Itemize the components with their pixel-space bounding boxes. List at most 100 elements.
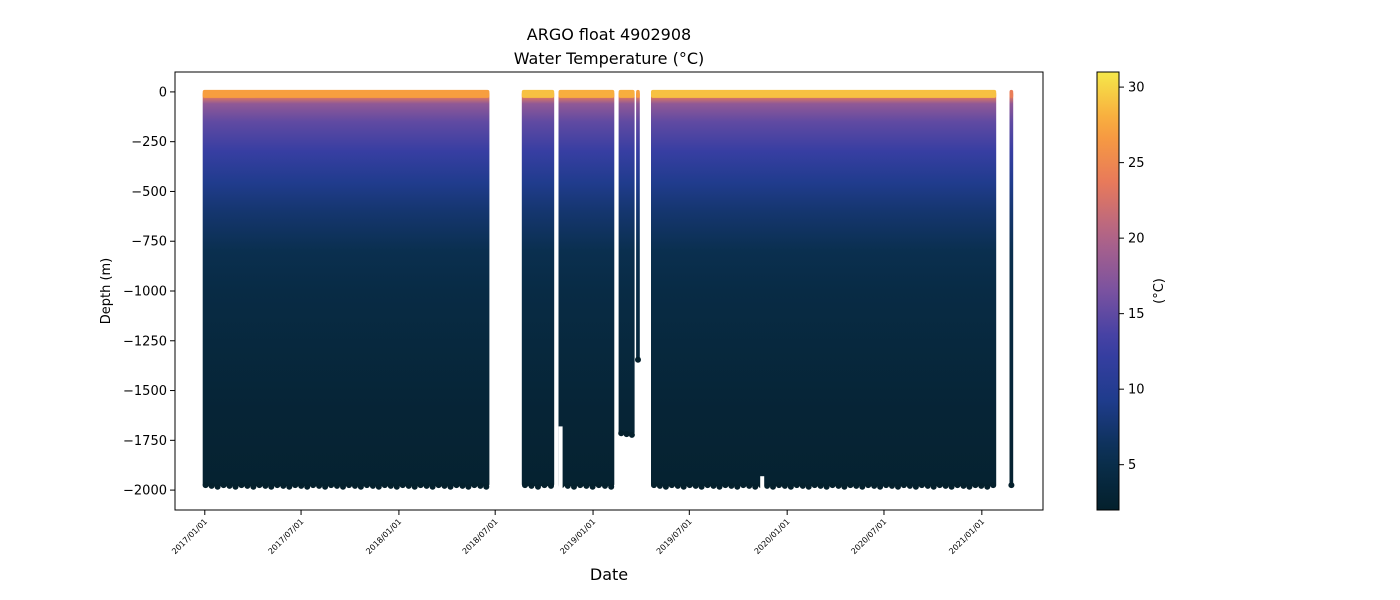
profile-bottom-point	[728, 482, 735, 489]
profile-bottom-point	[274, 482, 281, 489]
profile-bottom-point	[608, 483, 615, 490]
profile-bottom-point	[698, 483, 705, 490]
profile-bottom-point	[618, 430, 625, 437]
profile-bottom-point	[942, 482, 949, 489]
profile-bottom-point	[459, 482, 466, 489]
profile-bottom-point	[924, 482, 931, 489]
profile-bottom-point	[262, 482, 269, 489]
profile-bottom-point	[817, 482, 824, 489]
profile-bottom-point	[764, 482, 771, 489]
profile-bottom-point	[793, 482, 800, 489]
profile-bottom-point	[895, 483, 901, 490]
profile-bottom-point	[528, 482, 535, 489]
x-tick-label: 2018/01/01	[364, 517, 403, 556]
y-tick-label: −750	[131, 235, 167, 250]
profile-bottom-point	[954, 482, 961, 489]
profile-bottom-point	[776, 482, 782, 489]
data-gap	[641, 308, 645, 510]
y-tick-label: −1750	[123, 434, 167, 449]
y-tick-label: −1250	[123, 334, 167, 349]
y-tick-label: 0	[159, 85, 167, 100]
y-axis: 0 −250 −500 −750 −1000 −1250 −1500 −1750 −2000	[123, 85, 175, 499]
profile-bottom-point	[906, 482, 913, 489]
profile-segment	[521, 91, 555, 487]
profile-bottom-point	[393, 483, 400, 490]
profile-bottom-point	[662, 483, 669, 490]
y-axis-label: Depth (m)	[99, 258, 114, 325]
profile-bottom-point	[984, 483, 991, 490]
profile-bottom-point	[304, 483, 311, 490]
profile-bottom-point	[635, 356, 641, 363]
profile-bottom-point	[429, 483, 436, 490]
profile-bottom-point	[346, 482, 352, 489]
x-tick-label: 2020/01/01	[753, 517, 792, 556]
colorbar-tick-label: 30	[1128, 81, 1145, 96]
profile-bottom-point	[250, 483, 257, 490]
profile-bottom-point	[752, 483, 759, 490]
profile-bottom-point	[483, 483, 490, 490]
profile-bottom-point	[232, 483, 239, 490]
profile-bottom-point	[375, 483, 382, 490]
profile-bottom-point	[357, 483, 364, 490]
profile-bottom-point	[244, 482, 251, 489]
plot-area	[202, 89, 1015, 510]
data-gap	[760, 476, 765, 510]
colorbar-tick-label: 20	[1128, 232, 1145, 247]
profile-bottom-point	[387, 482, 394, 489]
y-tick-label: −1000	[123, 285, 167, 300]
profile-bottom-point	[716, 483, 723, 490]
data-gap	[558, 426, 563, 510]
profile-bottom-point	[441, 482, 448, 489]
y-tick-label: −500	[131, 185, 167, 200]
colorbar-label: (°C)	[1152, 278, 1167, 304]
y-tick-label: −1500	[123, 384, 167, 399]
profile-bottom-point	[704, 482, 711, 489]
surface-band	[618, 89, 635, 98]
colorbar-tick-label: 5	[1128, 458, 1136, 473]
profile-bottom-point	[918, 482, 925, 489]
profile-bottom-point	[930, 483, 937, 490]
profile-bottom-point	[835, 482, 842, 489]
profile-bottom-point	[226, 482, 233, 489]
profile-bottom-point	[268, 483, 275, 490]
profile-bottom-point	[352, 482, 358, 489]
profile-bottom-point	[710, 482, 717, 489]
profile-segment	[202, 91, 490, 487]
colorbar-ticks: 5 10 15 20 25 30	[1119, 81, 1145, 473]
surface-band	[651, 89, 997, 98]
x-tick-label: 2017/01/01	[170, 517, 209, 556]
profile-bottom-point	[405, 482, 412, 489]
surface-band	[1009, 89, 1014, 98]
profile-bottom-point	[853, 482, 860, 489]
profile-bottom-point	[668, 482, 675, 489]
profile-bottom-point	[298, 482, 305, 489]
profile-bottom-point	[674, 482, 681, 489]
profile-bottom-point	[1008, 482, 1015, 489]
profile-bottom-point	[799, 482, 806, 489]
profile-bottom-point	[477, 482, 484, 489]
profile-bottom-point	[680, 483, 687, 490]
chart-subtitle: Water Temperature (°C)	[514, 49, 704, 68]
x-axis-label: Date	[590, 565, 628, 584]
x-tick-label: 2017/07/01	[266, 517, 305, 556]
profile-bottom-point	[256, 482, 263, 489]
profile-bottom-point	[577, 482, 584, 489]
profile-segment	[618, 91, 635, 435]
profile-bottom-point	[535, 483, 541, 490]
profile-segment	[651, 91, 997, 487]
profile-segment	[558, 91, 615, 487]
profile-bottom-point	[369, 482, 376, 489]
profile-bottom-point	[781, 482, 788, 489]
profile-bottom-point	[447, 483, 454, 490]
profile-bottom-point	[280, 482, 287, 489]
profile-bottom-point	[471, 482, 478, 489]
profile-bottom-point	[889, 482, 895, 489]
profile-bottom-point	[770, 483, 776, 490]
x-tick-label: 2020/07/01	[849, 517, 888, 556]
profile-bottom-point	[363, 482, 370, 489]
profile-bottom-point	[381, 482, 388, 489]
profile-bottom-point	[328, 482, 335, 489]
profile-bottom-point	[435, 482, 442, 489]
profile-bottom-point	[841, 483, 848, 490]
profile-bottom-point	[871, 482, 878, 489]
